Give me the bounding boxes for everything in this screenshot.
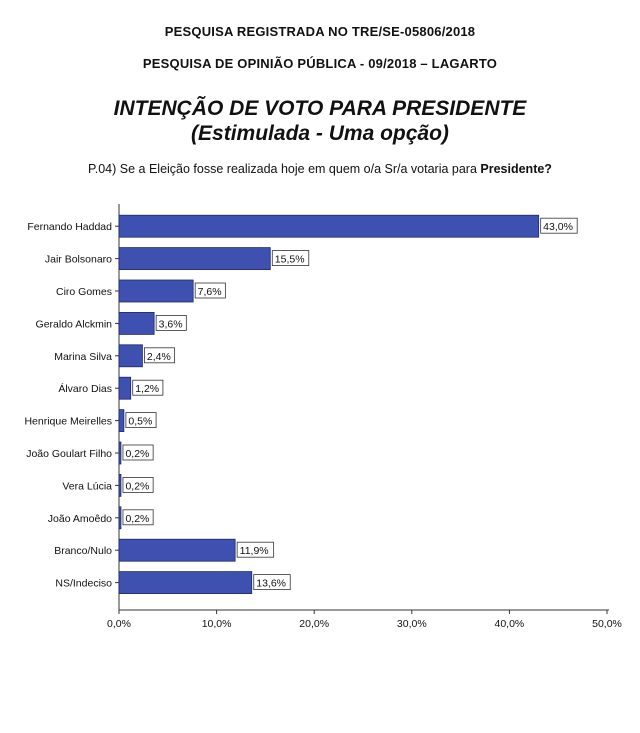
data-label-box — [122, 509, 154, 526]
bar — [118, 409, 125, 433]
x-tick-label: 20,0% — [299, 618, 329, 630]
x-tick-label: 30,0% — [397, 618, 427, 630]
x-tick-label: 10,0% — [202, 618, 232, 630]
question-text: P.04) Se a Eleição fosse realizada hoje … — [0, 162, 640, 176]
bar — [118, 506, 122, 530]
data-label-box — [194, 282, 226, 299]
question-prefix: P.04) Se a Eleição fosse realizada hoje … — [88, 162, 481, 176]
category-label: Jair Bolsonaro — [45, 254, 112, 266]
x-tick-label: 40,0% — [495, 618, 525, 630]
data-label: 3,6% — [159, 318, 183, 330]
data-label: 15,5% — [275, 254, 305, 266]
data-label-box — [155, 315, 187, 331]
data-label-box — [122, 476, 154, 493]
data-label-box — [236, 541, 275, 558]
data-label: 0,2% — [125, 480, 149, 492]
header-survey: PESQUISA DE OPINIÃO PÚBLICA - 09/2018 – … — [142, 56, 498, 71]
x-tick-label: 0,0% — [107, 618, 131, 630]
data-label-box — [540, 217, 578, 234]
category-label: João Goulart Filho — [26, 448, 112, 460]
chart-title: INTENÇÃO DE VOTO PARA PRESIDENTE — [113, 97, 527, 120]
data-label: 0,5% — [128, 416, 152, 428]
data-label-box — [122, 444, 154, 461]
bar — [118, 279, 194, 303]
data-label: 0,2% — [125, 513, 149, 525]
category-label: Geraldo Alckmin — [36, 318, 113, 330]
data-label-box — [271, 250, 310, 266]
chart-subtitle: (Estimulada - Uma opção) — [191, 122, 449, 145]
bar — [118, 538, 236, 562]
bar — [118, 376, 132, 400]
data-label: 43,0% — [543, 221, 573, 233]
bar — [118, 247, 271, 270]
category-label: Ciro Gomes — [56, 286, 112, 298]
bar — [118, 214, 540, 238]
bar — [118, 344, 143, 368]
data-label-box — [132, 379, 164, 396]
question-bold: Presidente? — [480, 162, 552, 176]
x-tick-label: 50,0% — [592, 618, 622, 630]
category-label: NS/Indeciso — [55, 578, 112, 590]
header-registration: PESQUISA REGISTRADA NO TRE/SE-05806/2018 — [164, 24, 476, 39]
category-label: Marina Silva — [54, 351, 112, 363]
bar — [118, 571, 253, 595]
data-label-box — [125, 412, 157, 429]
category-label: Vera Lúcia — [62, 480, 112, 492]
data-label-box — [144, 347, 176, 364]
bar — [118, 312, 155, 335]
data-label: 7,6% — [198, 286, 222, 298]
bar-chart: Fernando Haddad 43,0% Jair Bolsonaro 15,5% C… — [24, 204, 622, 630]
data-label: 2,4% — [147, 351, 171, 363]
data-label: 1,2% — [135, 383, 159, 395]
category-label: João Amoêdo — [48, 513, 112, 525]
bar — [118, 441, 122, 465]
bar — [118, 473, 122, 497]
data-label: 0,2% — [125, 448, 149, 460]
category-label: Branco/Nulo — [54, 545, 112, 557]
category-label: Fernando Haddad — [27, 221, 112, 233]
data-label: 13,6% — [256, 578, 286, 590]
data-label-box — [253, 574, 291, 591]
data-label: 11,9% — [240, 545, 269, 557]
category-label: Álvaro Dias — [58, 382, 112, 395]
category-label: Henrique Meirelles — [24, 416, 112, 428]
